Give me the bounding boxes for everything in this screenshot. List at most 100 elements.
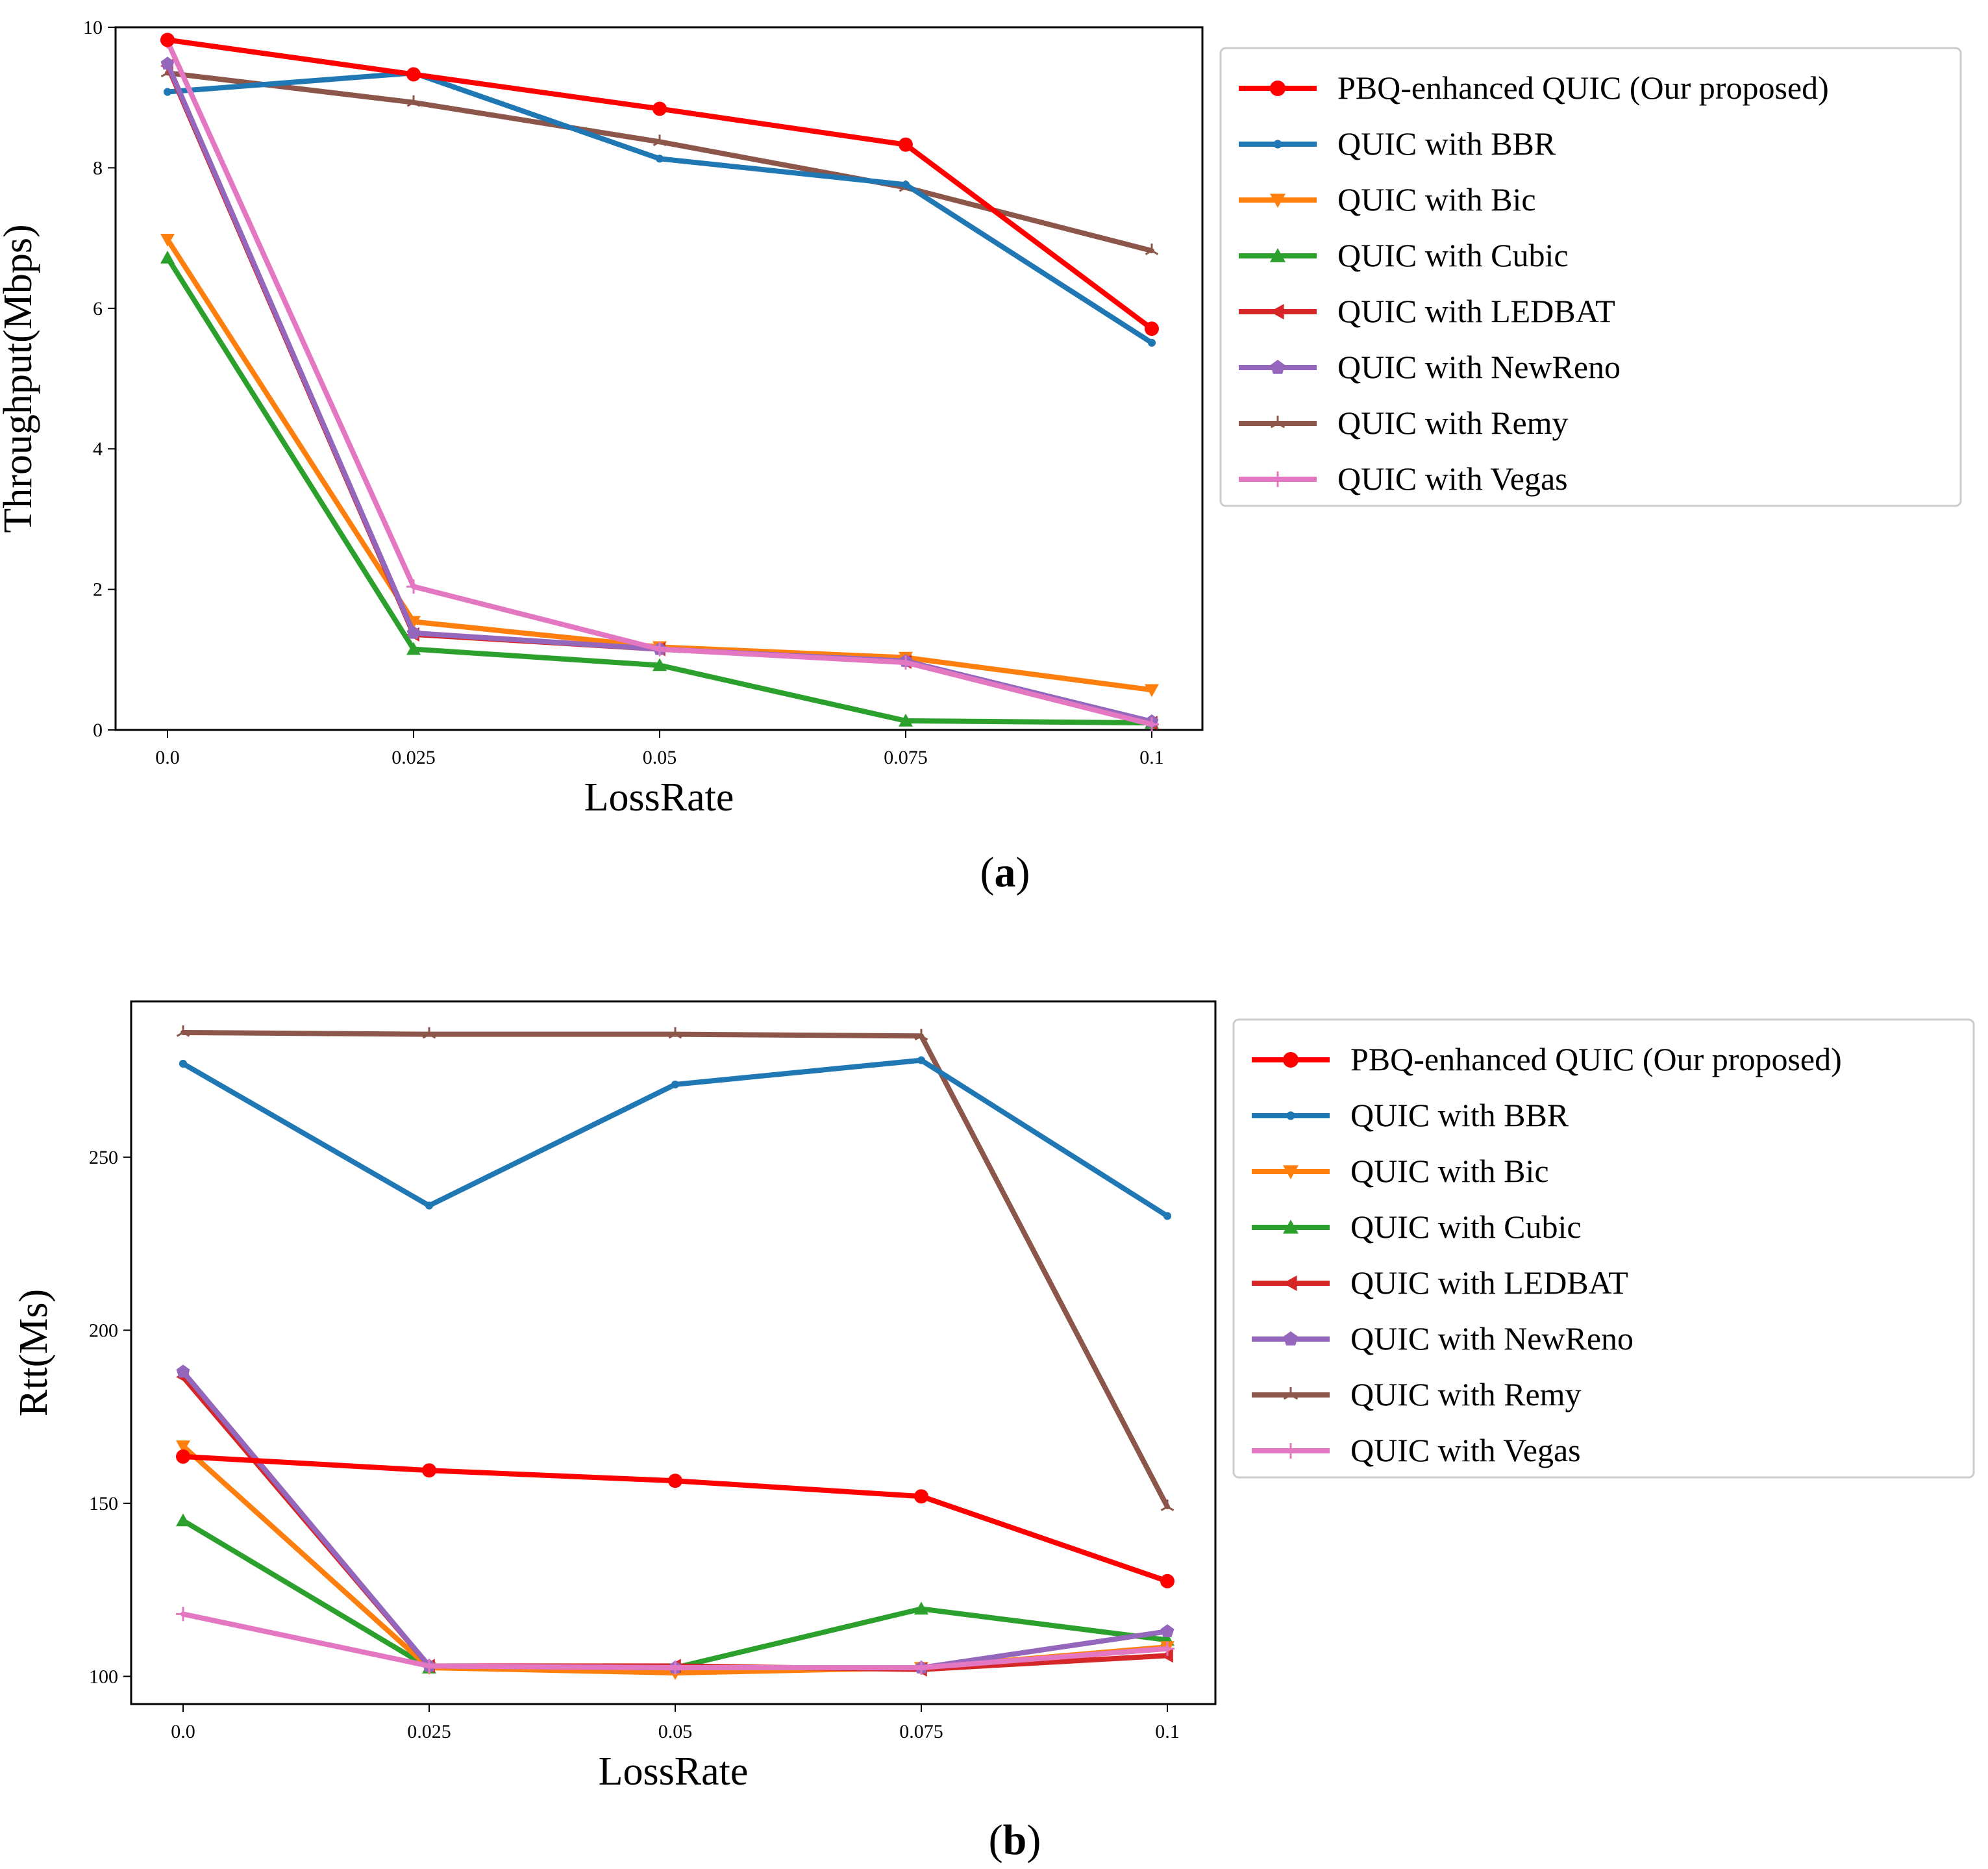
legend-frame: [1219, 47, 1962, 507]
x-tick-label: 0.075: [884, 747, 928, 768]
series-line: [180, 1374, 1170, 1672]
series-quic-with-bic: [160, 233, 1159, 697]
legend-label: QUIC with Remy: [1350, 1376, 1582, 1412]
legend-marker: [1283, 1387, 1298, 1400]
legend-marker: [1270, 471, 1286, 487]
data-point: [176, 1607, 190, 1622]
data-point: [176, 1364, 190, 1378]
data-point: [176, 1513, 190, 1527]
legend-marker: [1270, 81, 1286, 96]
legend-label: PBQ-enhanced QUIC (Our proposed): [1337, 69, 1829, 106]
legend-marker: [1283, 1220, 1298, 1234]
data-point: [422, 1659, 436, 1674]
legend-item: QUIC with Remy: [1239, 405, 1569, 441]
legend-item: QUIC with BBR: [1252, 1097, 1569, 1133]
data-point: [899, 713, 913, 727]
data-point: [406, 579, 421, 594]
data-point: [652, 101, 667, 116]
data-point: [1160, 1499, 1174, 1511]
data-point: [901, 181, 910, 189]
caption-letter: a: [995, 849, 1016, 896]
data-point: [1145, 244, 1159, 255]
legend-item: QUIC with Remy: [1252, 1376, 1582, 1412]
x-tick-label: 0.025: [391, 747, 436, 768]
x-tick-label: 0.0: [171, 1721, 195, 1742]
series-quic-with-vegas: [176, 1607, 1174, 1675]
legend: PBQ-enhanced QUIC (Our proposed) QUIC wit…: [1232, 1018, 1975, 1479]
x-tick-label: 0.075: [899, 1721, 943, 1742]
panel-caption: (b): [989, 1816, 1041, 1864]
series-line: [180, 1029, 1170, 1510]
y-tick-label: 150: [89, 1493, 118, 1514]
data-point: [668, 1027, 682, 1039]
legend-item: QUIC with Vegas: [1239, 460, 1568, 497]
data-point: [425, 1201, 434, 1210]
legend-item: QUIC with Vegas: [1252, 1432, 1581, 1468]
legend-marker: [1270, 416, 1286, 429]
legend-marker: [1270, 248, 1286, 262]
legend-item: QUIC with Bic: [1239, 181, 1536, 218]
legend-item: QUIC with LEDBAT: [1252, 1264, 1628, 1301]
data-point: [1160, 1574, 1174, 1588]
data-point: [668, 1474, 682, 1488]
data-point: [655, 155, 664, 163]
data-point: [652, 642, 667, 657]
legend-label: QUIC with BBR: [1350, 1097, 1569, 1133]
data-point: [917, 1056, 926, 1064]
data-point: [652, 658, 667, 671]
data-point: [406, 95, 421, 107]
legend: PBQ-enhanced QUIC (Our proposed) QUIC wit…: [1219, 47, 1962, 507]
legend-item: QUIC with NewReno: [1252, 1320, 1634, 1357]
legend-item: QUIC with Bic: [1252, 1153, 1549, 1189]
legend-item: PBQ-enhanced QUIC (Our proposed): [1252, 1041, 1842, 1077]
data-point: [1145, 321, 1159, 336]
legend-frame: [1232, 1018, 1975, 1479]
y-tick-label: 2: [93, 579, 103, 601]
data-point: [176, 1025, 190, 1037]
series-line: [165, 236, 1154, 693]
x-tick-label: 0.0: [155, 747, 180, 768]
data-point: [160, 32, 175, 47]
x-tick-label: 0.05: [643, 747, 677, 768]
series-quic-with-newreno: [176, 1364, 1174, 1674]
legend-item: QUIC with Cubic: [1239, 237, 1569, 273]
data-point: [1145, 684, 1159, 697]
legend-label: QUIC with Cubic: [1350, 1209, 1582, 1245]
data-point: [406, 642, 421, 655]
series-pbq-enhanced-quic-our-proposed-: [160, 32, 1159, 336]
legend-item: QUIC with Cubic: [1252, 1209, 1582, 1245]
data-point: [1160, 1641, 1174, 1656]
data-point: [899, 655, 913, 670]
legend-marker: [1270, 194, 1286, 208]
legend-marker: [1283, 1275, 1297, 1291]
y-axis-label: Throughput(Mbps): [0, 224, 40, 533]
data-point: [914, 1489, 928, 1504]
data-point: [406, 67, 421, 82]
series-quic-with-bbr: [179, 1056, 1172, 1220]
y-tick-label: 6: [93, 298, 103, 320]
legend-marker: [1283, 1331, 1298, 1346]
y-tick-label: 250: [89, 1147, 118, 1168]
legend-item: QUIC with BBR: [1239, 125, 1556, 162]
plot-area-frame: [130, 1000, 1217, 1705]
legend-label: QUIC with LEDBAT: [1337, 293, 1615, 329]
panel-a-throughput-chart: 0.0 0.025 0.05 0.075 0.1 0 2 4 6 8 10 LossRate Throu…: [0, 17, 1962, 896]
data-point: [652, 134, 667, 147]
legend-label: QUIC with Remy: [1337, 405, 1569, 441]
data-point: [176, 1449, 190, 1464]
caption-open-paren: (: [980, 849, 995, 896]
legend-marker: [1270, 360, 1286, 374]
legend-label: PBQ-enhanced QUIC (Our proposed): [1350, 1041, 1842, 1077]
plot-area-frame: [114, 26, 1204, 731]
series-line: [165, 63, 1154, 726]
legend-item: PBQ-enhanced QUIC (Our proposed): [1239, 69, 1829, 106]
x-tick-label: 0.1: [1139, 747, 1164, 768]
legend-label: QUIC with Bic: [1337, 181, 1536, 218]
legend-label: QUIC with NewReno: [1337, 349, 1621, 385]
data-point: [422, 1463, 436, 1478]
legend-label: QUIC with BBR: [1337, 125, 1556, 162]
legend-marker: [1270, 304, 1284, 320]
y-tick-label: 100: [89, 1666, 118, 1687]
y-tick-label: 10: [83, 17, 103, 38]
